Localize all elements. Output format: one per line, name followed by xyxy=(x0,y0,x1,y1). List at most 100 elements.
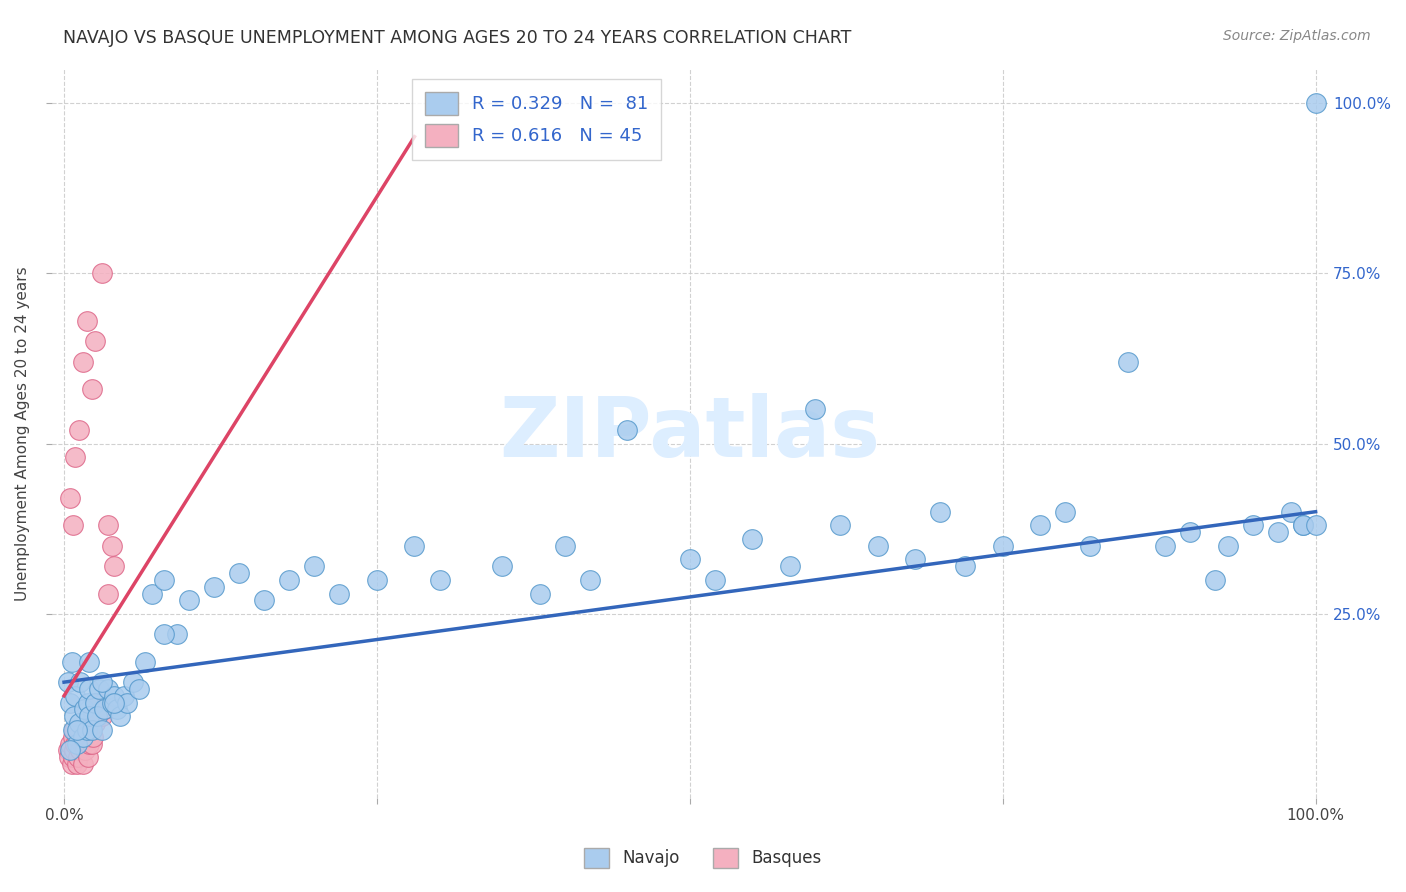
Point xyxy=(1292,518,1315,533)
Point xyxy=(404,539,426,553)
Point xyxy=(72,354,94,368)
Point xyxy=(87,709,110,723)
Point xyxy=(616,423,638,437)
Point xyxy=(93,702,115,716)
Point xyxy=(1267,525,1289,540)
Point xyxy=(679,552,702,566)
Point xyxy=(65,737,87,751)
Point xyxy=(60,756,83,771)
Point xyxy=(76,750,98,764)
Point xyxy=(73,737,96,751)
Point xyxy=(115,696,138,710)
Point xyxy=(141,586,163,600)
Point xyxy=(77,709,100,723)
Point xyxy=(166,627,188,641)
Point xyxy=(828,518,851,533)
Point xyxy=(67,723,90,737)
Point xyxy=(1029,518,1052,533)
Point xyxy=(80,723,103,737)
Point xyxy=(82,730,104,744)
Point xyxy=(80,737,103,751)
Point xyxy=(97,518,120,533)
Point xyxy=(67,716,90,731)
Point xyxy=(72,730,94,744)
Point xyxy=(62,518,84,533)
Point xyxy=(703,573,725,587)
Point xyxy=(65,689,87,703)
Point xyxy=(741,532,763,546)
Point xyxy=(59,737,82,751)
Point xyxy=(63,743,86,757)
Point xyxy=(77,681,100,696)
Point xyxy=(76,314,98,328)
Text: ZIPatlas: ZIPatlas xyxy=(499,392,880,474)
Point xyxy=(179,593,201,607)
Point xyxy=(79,723,101,737)
Point xyxy=(429,573,451,587)
Point xyxy=(77,730,100,744)
Point xyxy=(90,266,112,280)
Point xyxy=(76,723,98,737)
Point xyxy=(228,566,250,580)
Point xyxy=(304,559,326,574)
Point xyxy=(72,730,94,744)
Point xyxy=(65,737,87,751)
Point xyxy=(366,573,388,587)
Y-axis label: Unemployment Among Ages 20 to 24 years: Unemployment Among Ages 20 to 24 years xyxy=(15,266,30,600)
Point xyxy=(86,702,108,716)
Point xyxy=(56,743,79,757)
Point xyxy=(93,702,115,716)
Point xyxy=(90,675,112,690)
Legend: R = 0.329   N =  81, R = 0.616   N = 45: R = 0.329 N = 81, R = 0.616 N = 45 xyxy=(412,79,661,160)
Point xyxy=(1054,505,1077,519)
Point xyxy=(84,334,107,349)
Point xyxy=(328,586,350,600)
Point xyxy=(73,702,96,716)
Point xyxy=(69,743,91,757)
Point xyxy=(59,743,82,757)
Point xyxy=(84,716,107,731)
Point xyxy=(90,723,112,737)
Point xyxy=(87,681,110,696)
Point xyxy=(103,696,125,710)
Point xyxy=(1279,505,1302,519)
Point xyxy=(1116,354,1139,368)
Point xyxy=(112,689,135,703)
Point xyxy=(62,730,84,744)
Text: Source: ZipAtlas.com: Source: ZipAtlas.com xyxy=(1223,29,1371,43)
Point xyxy=(253,593,276,607)
Point xyxy=(100,539,122,553)
Legend: Navajo, Basques: Navajo, Basques xyxy=(578,841,828,875)
Point xyxy=(202,580,225,594)
Point xyxy=(953,559,976,574)
Point xyxy=(77,737,100,751)
Point xyxy=(77,655,100,669)
Point xyxy=(97,586,120,600)
Point xyxy=(134,655,156,669)
Point xyxy=(122,675,145,690)
Point xyxy=(1154,539,1177,553)
Point xyxy=(59,696,82,710)
Point xyxy=(97,681,120,696)
Point xyxy=(58,750,80,764)
Point xyxy=(904,552,927,566)
Point xyxy=(103,559,125,574)
Point xyxy=(80,382,103,396)
Point xyxy=(491,559,513,574)
Point xyxy=(866,539,889,553)
Point xyxy=(62,750,84,764)
Point xyxy=(100,696,122,710)
Point xyxy=(1180,525,1202,540)
Point xyxy=(153,627,176,641)
Point xyxy=(278,573,301,587)
Point xyxy=(1241,518,1264,533)
Point xyxy=(69,675,91,690)
Point xyxy=(60,655,83,669)
Point xyxy=(66,750,89,764)
Point xyxy=(63,709,86,723)
Point xyxy=(929,505,952,519)
Point xyxy=(578,573,600,587)
Point xyxy=(991,539,1014,553)
Point xyxy=(1305,95,1327,110)
Point xyxy=(65,450,87,465)
